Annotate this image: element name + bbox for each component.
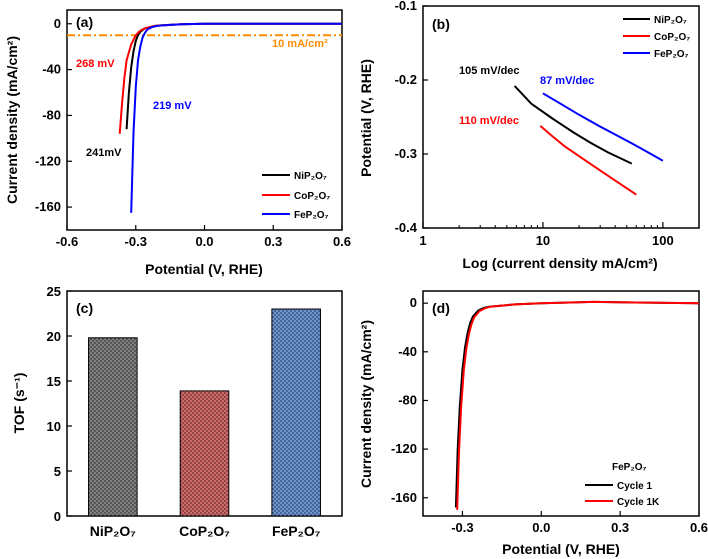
series-cycle-1k <box>456 300 700 510</box>
panel-d-x-ticks: -0.3 0.0 0.3 0.6 <box>451 511 708 535</box>
panel-b-y-label: Potential (V, RHE) <box>358 59 374 177</box>
legend-label-cycle1: Cycle 1 <box>617 481 652 492</box>
panel-a: (a) 0 -40 -80 -120 -160 -0.6 -0.3 0.0 0.3 0.6 Po… <box>4 9 351 277</box>
bar-co-texture <box>180 390 229 516</box>
y-tick-label: 5 <box>54 464 61 479</box>
panel-b-plot <box>513 85 664 196</box>
legend-label-ni: NiP₂O₇ <box>294 171 327 182</box>
legend-label-fe: FeP₂O₇ <box>654 49 689 60</box>
y-tick-label: -0.3 <box>395 146 417 161</box>
x-category-label: NiP₂O₇ <box>90 523 136 539</box>
x-tick-label: -0.3 <box>125 234 147 249</box>
x-tick-label: 0.6 <box>690 520 708 535</box>
y-tick-label: 0 <box>54 509 61 524</box>
legend-label-co: CoP₂O₇ <box>654 32 690 43</box>
panel-a-plot <box>67 22 342 213</box>
y-tick-label: -120 <box>35 153 61 168</box>
panel-c-label: (c) <box>76 300 93 316</box>
legend-title: FeP₂O₇ <box>612 462 647 473</box>
panel-d-x-label: Potential (V, RHE) <box>502 541 620 557</box>
y-tick-label: -0.2 <box>395 72 417 87</box>
y-tick-label: -160 <box>35 199 61 214</box>
series-cop2o7 <box>539 125 637 196</box>
panel-d: (d) 0 -40 -80 -120 -160 -0.3 0.0 0.3 0.6 Potent… <box>358 290 708 557</box>
panel-d-y-ticks: 0 -40 -80 -120 -160 <box>391 295 428 505</box>
y-tick-label: 10 <box>47 419 61 434</box>
panel-d-legend: FeP₂O₇ Cycle 1 Cycle 1K <box>585 462 660 508</box>
x-category-label: FeP₂O₇ <box>272 523 320 539</box>
x-tick-label: 0.3 <box>611 520 629 535</box>
x-tick-label: 0.0 <box>532 520 550 535</box>
y-tick-label: -80 <box>42 107 61 122</box>
panel-b-x-ticks: 1 10 100 <box>419 222 700 248</box>
panel-c-x-ticks: NiP₂O₇ CoP₂O₇ FeP₂O₇ <box>90 523 321 539</box>
x-tick-label: 100 <box>652 233 674 248</box>
y-tick-label: 15 <box>47 374 61 389</box>
panel-d-y-label: Current density (mA/cm²) <box>358 320 374 488</box>
x-category-label: CoP₂O₇ <box>179 523 230 539</box>
series-fep2o7 <box>130 22 342 213</box>
x-tick-label: -0.3 <box>451 520 473 535</box>
panel-a-y-label: Current density (mA/cm²) <box>4 36 20 204</box>
panel-a-annotation-fe: 219 mV <box>153 100 192 112</box>
panel-b-annotation-fe: 87 mV/dec <box>540 75 594 87</box>
x-tick-label: 0.6 <box>333 234 351 249</box>
bar-ni-texture <box>88 337 138 516</box>
panel-b-x-label: Log (current density mA/cm²) <box>462 255 657 271</box>
panel-a-label: (a) <box>76 14 93 30</box>
panel-a-ref-label: 10 mA/cm² <box>272 38 328 50</box>
y-tick-label: 20 <box>47 329 61 344</box>
panel-a-x-ticks: -0.6 -0.3 0.0 0.3 0.6 <box>56 225 351 249</box>
panel-b-frame <box>422 5 700 229</box>
panel-c: (c) 0 5 10 15 20 25 NiP₂O₇ CoP₂O₇ FeP₂O₇ TOF (s… <box>11 284 343 539</box>
panel-b-label: (b) <box>432 16 450 32</box>
legend-label-cycle1k: Cycle 1K <box>617 497 660 508</box>
panel-b-legend: NiP₂O₇ CoP₂O₇ FeP₂O₇ <box>623 15 690 60</box>
panel-b-annotation-co: 110 mV/dec <box>459 115 519 127</box>
y-tick-label: 0 <box>410 295 417 310</box>
panel-a-legend: NiP₂O₇ CoP₂O₇ FeP₂O₇ <box>262 171 330 221</box>
legend-label-fe: FeP₂O₇ <box>294 210 329 221</box>
y-tick-label: -120 <box>391 441 417 456</box>
panel-d-label: (d) <box>432 300 450 316</box>
y-tick-label: 25 <box>47 284 61 299</box>
y-tick-label: -0.4 <box>395 220 418 235</box>
panel-c-plot <box>88 308 321 517</box>
panel-b: (b) -0.1 -0.2 -0.3 -0.4 1 10 100 Log (current… <box>358 0 700 271</box>
x-tick-label: 0.3 <box>264 234 282 249</box>
panel-c-y-label: TOF (s⁻¹) <box>11 373 27 434</box>
y-tick-label: -160 <box>391 490 417 505</box>
panel-a-annotation-ni: 241mV <box>86 147 122 159</box>
x-tick-label: 10 <box>536 233 550 248</box>
y-tick-label: -40 <box>398 344 417 359</box>
panel-d-frame <box>422 290 700 517</box>
panel-d-plot <box>454 300 700 510</box>
panel-c-y-ticks: 0 5 10 15 20 25 <box>47 284 72 524</box>
series-nip2o7 <box>513 85 633 165</box>
x-tick-label: 1 <box>419 233 426 248</box>
series-cycle-1 <box>454 300 700 508</box>
panel-a-y-ticks: 0 -40 -80 -120 -160 <box>35 16 72 214</box>
y-tick-label: -40 <box>42 62 61 77</box>
legend-label-ni: NiP₂O₇ <box>654 15 687 26</box>
y-tick-label: -0.1 <box>395 0 417 13</box>
legend-label-co: CoP₂O₇ <box>294 191 330 202</box>
series-fep2o7 <box>542 92 664 162</box>
x-tick-label: -0.6 <box>56 234 78 249</box>
y-tick-label: 0 <box>54 16 61 31</box>
panel-a-x-label: Potential (V, RHE) <box>145 261 263 277</box>
panel-a-annotation-co: 268 mV <box>76 58 115 70</box>
y-tick-label: -80 <box>398 392 417 407</box>
bar-fe-texture <box>271 309 321 516</box>
x-tick-label: 0.0 <box>195 234 213 249</box>
panel-b-annotation-ni: 105 mV/dec <box>459 65 520 77</box>
panel-b-y-ticks: -0.1 -0.2 -0.3 -0.4 <box>395 0 428 235</box>
